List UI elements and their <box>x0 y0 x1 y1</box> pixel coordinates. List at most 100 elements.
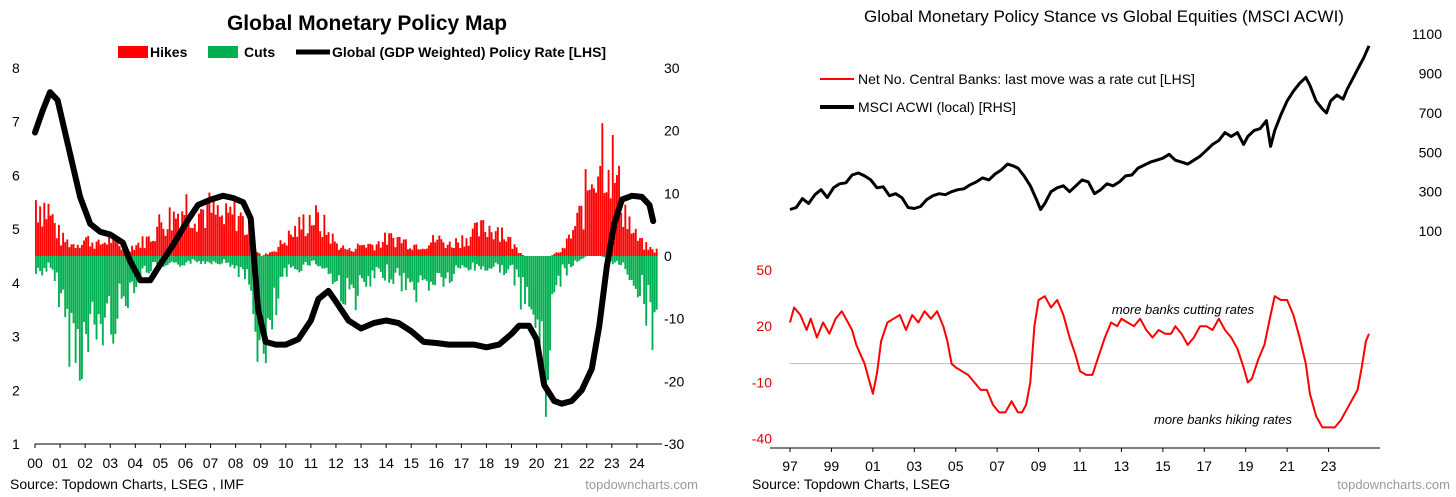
cut-bar <box>398 256 401 276</box>
cut-bar <box>363 256 366 282</box>
hike-bar <box>183 215 186 256</box>
hike-bar <box>448 241 451 256</box>
cut-bar <box>459 256 462 269</box>
cut-bar <box>154 256 157 262</box>
cut-bar <box>536 256 539 320</box>
hike-bar <box>231 214 234 256</box>
hike-bar <box>233 196 236 256</box>
cut-bar <box>361 256 363 279</box>
cut-bar <box>183 256 186 266</box>
cut-bar <box>559 256 562 287</box>
cut-bar <box>114 256 117 335</box>
hike-bar <box>484 231 487 256</box>
cut-bar <box>578 256 581 261</box>
right-chart-left-tick-label: -40 <box>752 431 772 447</box>
hike-bar <box>145 236 148 256</box>
cut-bar <box>85 256 88 334</box>
right-y-tick-label: -10 <box>664 311 684 327</box>
cut-bar <box>534 256 537 328</box>
cut-bar <box>570 256 572 268</box>
cut-bar <box>446 256 449 273</box>
cut-bar <box>333 256 336 283</box>
hike-bar <box>624 204 627 256</box>
cut-bar <box>93 256 96 325</box>
hike-bar <box>507 236 510 256</box>
cut-bar <box>423 256 426 280</box>
hike-bar <box>521 255 524 256</box>
right-axes-group: 50 20 -10 -40 1100 900 700 500 300 100 97 99 01 03 05 0… <box>752 26 1442 474</box>
hike-bar <box>632 232 635 256</box>
left-chart-title: Global Monetary Policy Map <box>227 12 507 35</box>
hike-bar <box>482 220 485 256</box>
msci-acwi-line <box>789 45 1371 211</box>
hike-bar <box>653 252 656 256</box>
right-y-tick-label: -30 <box>664 436 684 452</box>
cut-bar <box>143 256 146 266</box>
hike-bar <box>91 242 94 256</box>
cut-bar <box>170 256 173 262</box>
hike-bar <box>371 244 374 256</box>
cut-bar <box>277 256 280 299</box>
hike-bar <box>350 251 353 256</box>
cut-bar <box>509 256 512 266</box>
hike-bar <box>361 245 363 256</box>
cut-bar <box>643 256 646 305</box>
cut-bar <box>185 256 188 263</box>
cut-bar <box>388 256 391 283</box>
hike-bar <box>365 247 368 256</box>
legend-cuts-swatch <box>208 46 238 58</box>
cut-bar <box>208 256 211 263</box>
hike-bar <box>492 239 495 256</box>
hike-bar <box>338 249 340 256</box>
legend-policy-rate-label: Global (GDP Weighted) Policy Rate [LHS] <box>332 44 606 60</box>
hike-bar <box>643 249 646 256</box>
hike-bar <box>505 241 508 256</box>
cut-bar <box>195 256 198 263</box>
cut-bar <box>294 256 297 270</box>
hike-bar <box>413 244 416 256</box>
hike-bar <box>478 236 480 256</box>
cut-bar <box>187 256 190 261</box>
cut-bar <box>469 256 472 270</box>
cut-bar <box>189 256 192 264</box>
right-y-tick-label: 0 <box>664 248 672 264</box>
cut-bar <box>298 256 301 273</box>
hike-bar <box>651 249 654 256</box>
cut-bar <box>129 256 131 283</box>
hike-bar <box>344 248 347 256</box>
hike-bar <box>486 237 489 256</box>
cut-bar <box>321 256 324 269</box>
hike-bar <box>655 248 658 256</box>
hike-bar <box>461 235 464 256</box>
hike-bar <box>603 193 606 256</box>
cut-bar <box>172 256 175 263</box>
cut-bar <box>260 256 263 333</box>
cut-bar <box>55 256 58 273</box>
cut-bar <box>106 256 108 304</box>
hike-bar <box>340 247 343 256</box>
left-x-tick-label: 23 <box>604 455 620 471</box>
cut-bar <box>390 256 393 280</box>
left-x-tick-label: 11 <box>304 455 319 471</box>
cut-bar <box>603 256 606 258</box>
cut-bar <box>221 256 223 264</box>
hike-bar <box>97 239 100 256</box>
hike-bar <box>595 192 598 256</box>
hike-bar <box>296 236 299 256</box>
cut-bar <box>432 256 434 285</box>
cut-bar <box>532 256 535 315</box>
cut-bar <box>647 256 650 286</box>
cut-bar <box>358 256 361 276</box>
left-x-tick-label: 10 <box>278 455 294 471</box>
hike-bar <box>78 247 81 256</box>
hike-bar <box>283 242 286 256</box>
cut-bar <box>216 256 219 264</box>
cut-bar <box>645 256 648 326</box>
left-x-tick-label: 06 <box>178 455 194 471</box>
hike-bar <box>453 248 455 256</box>
right-chart-left-tick-label: 50 <box>756 262 772 278</box>
hike-bar <box>317 212 320 256</box>
hike-bar <box>593 188 595 256</box>
right-x-tick-label: 97 <box>782 458 798 474</box>
hike-bar <box>444 248 447 256</box>
